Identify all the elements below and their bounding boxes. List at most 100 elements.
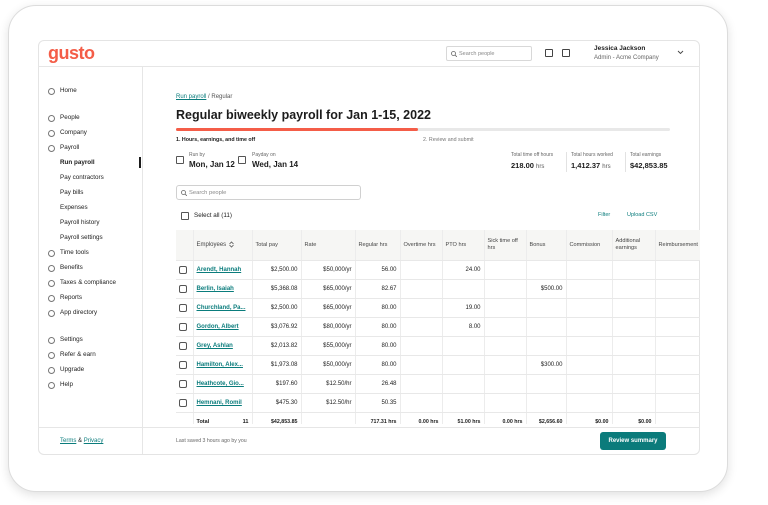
privacy-link[interactable]: Privacy xyxy=(83,438,104,444)
employee-link[interactable]: Heathcote, Gio... xyxy=(196,381,244,387)
nav-item[interactable]: Help xyxy=(60,381,73,388)
nav-item[interactable]: App directory xyxy=(60,309,98,316)
stat-value: $42,853.85 xyxy=(630,161,668,170)
employee-row: Arendt, Hannah $2,500.00 $50,000/yr 56.00 24… xyxy=(176,260,700,280)
cell: $500.00 xyxy=(526,279,567,299)
cell xyxy=(400,393,443,413)
total-value: $0.00 xyxy=(595,419,609,424)
search-placeholder: Search people xyxy=(459,51,495,57)
row-checkbox[interactable] xyxy=(179,380,187,388)
employee-link[interactable]: Hemnani, Romil xyxy=(196,400,242,406)
nav-subitem[interactable]: Payroll settings xyxy=(60,234,103,241)
select-all-checkbox[interactable] xyxy=(181,212,189,220)
cell: $55,000/yr xyxy=(301,336,356,356)
cell-value: $55,000/yr xyxy=(323,343,352,349)
upload-csv-button[interactable]: Upload CSV xyxy=(627,212,658,218)
stat-divider xyxy=(625,152,626,172)
cell-value: $475.30 xyxy=(275,400,298,406)
employee-link[interactable]: Gordon, Albert xyxy=(196,324,239,330)
column-title[interactable]: Employees xyxy=(196,241,227,248)
column-title: Reimbursement xyxy=(658,241,698,248)
employee-link[interactable]: Hamilton, Alex... xyxy=(196,362,243,368)
nav-icon xyxy=(48,130,55,137)
payday-date: Wed, Jan 14 xyxy=(252,160,299,169)
column-title: Overtime hrs xyxy=(403,241,436,248)
gift-icon[interactable] xyxy=(562,49,570,57)
column-title: PTO hrs xyxy=(445,241,467,248)
calendar-icon[interactable] xyxy=(545,49,553,57)
nav-subitem[interactable]: Payroll history xyxy=(60,219,100,226)
terms-link[interactable]: Terms xyxy=(60,438,77,444)
nav-item[interactable]: Benefits xyxy=(60,264,83,271)
nav-subitem[interactable]: Pay contractors xyxy=(60,174,104,181)
cell: Arendt, Hannah xyxy=(193,260,253,280)
cell xyxy=(612,336,656,356)
cell: 82.67 xyxy=(355,279,401,299)
employee-link[interactable]: Arendt, Hannah xyxy=(196,267,242,273)
cell-value: 56.00 xyxy=(381,267,397,273)
stat-divider xyxy=(566,152,567,172)
sort-icon[interactable] xyxy=(229,241,234,248)
nav-subitem[interactable]: Pay bills xyxy=(60,189,84,196)
cell: Berlin, Isaiah xyxy=(193,279,253,299)
nav-item[interactable]: Reports xyxy=(60,294,83,301)
row-checkbox[interactable] xyxy=(179,342,187,350)
cell xyxy=(484,260,527,280)
cell-value: 26.48 xyxy=(381,381,397,387)
breadcrumb-link[interactable]: Run payroll xyxy=(176,94,207,100)
row-checkbox[interactable] xyxy=(179,266,187,274)
active-indicator xyxy=(139,157,141,168)
filter-button[interactable]: Filter xyxy=(598,212,611,218)
column-header: Total pay xyxy=(252,230,302,261)
user-name: Jessica Jackson xyxy=(594,45,646,52)
nav-subitem[interactable]: Run payroll xyxy=(60,159,95,166)
total-value: 0.00 hrs xyxy=(502,419,523,424)
cell xyxy=(566,393,613,413)
cell xyxy=(400,355,443,375)
nav-item[interactable]: Taxes & compliance xyxy=(60,279,116,286)
checkbox-cell xyxy=(176,317,194,337)
nav-item[interactable]: Home xyxy=(60,87,77,94)
nav-subitem[interactable]: Expenses xyxy=(60,204,88,211)
employee-link[interactable]: Churchland, Pa... xyxy=(196,305,246,311)
stat-number: $42,853.85 xyxy=(630,161,668,170)
employee-link[interactable]: Berlin, Isaiah xyxy=(196,286,234,292)
total-value: $0.00 xyxy=(638,419,652,424)
column-header: PTO hrs xyxy=(442,230,485,261)
logo[interactable]: gusto xyxy=(48,43,95,63)
row-checkbox[interactable] xyxy=(179,323,187,331)
cell xyxy=(655,260,700,280)
nav-icon xyxy=(48,145,55,152)
row-checkbox[interactable] xyxy=(179,285,187,293)
cell-value: 50.35 xyxy=(381,400,397,406)
employee-row: Hemnani, Romil $475.30 $12.50/hr 50.35 xyxy=(176,393,700,413)
cell xyxy=(484,279,527,299)
select-all-label: Select all (11) xyxy=(194,212,233,219)
total-cell: 51.00 hrs xyxy=(442,412,485,424)
nav-item[interactable]: Company xyxy=(60,129,87,136)
cell: 80.00 xyxy=(355,355,401,375)
nav-item[interactable]: People xyxy=(60,114,80,121)
row-checkbox[interactable] xyxy=(179,361,187,369)
nav-item[interactable]: Upgrade xyxy=(60,366,85,373)
cell xyxy=(655,393,700,413)
review-summary-button[interactable]: Review summary xyxy=(600,432,666,450)
employee-search[interactable]: Search people xyxy=(176,185,361,200)
payroll-table-wrap: Employees Total pay Rate Regular hrs Overtim… xyxy=(176,230,700,424)
nav-item[interactable]: Settings xyxy=(60,336,83,343)
cell-value: 82.67 xyxy=(381,286,397,292)
cell: Grey, Ashlan xyxy=(193,336,253,356)
nav-item[interactable]: Time tools xyxy=(60,249,89,256)
row-checkbox[interactable] xyxy=(179,304,187,312)
user-menu-chevron[interactable] xyxy=(677,50,684,55)
nav-item[interactable]: Payroll xyxy=(60,144,80,151)
header-search[interactable]: Search people xyxy=(446,46,532,61)
row-checkbox[interactable] xyxy=(179,399,187,407)
total-cell: 0.00 hrs xyxy=(400,412,443,424)
employee-link[interactable]: Grey, Ashlan xyxy=(196,343,233,349)
cell: 8.00 xyxy=(442,317,485,337)
search-icon xyxy=(181,190,187,196)
column-title: Bonus xyxy=(529,241,546,248)
nav-item[interactable]: Refer & earn xyxy=(60,351,96,358)
column-title: Sick time off hrs xyxy=(487,238,518,251)
